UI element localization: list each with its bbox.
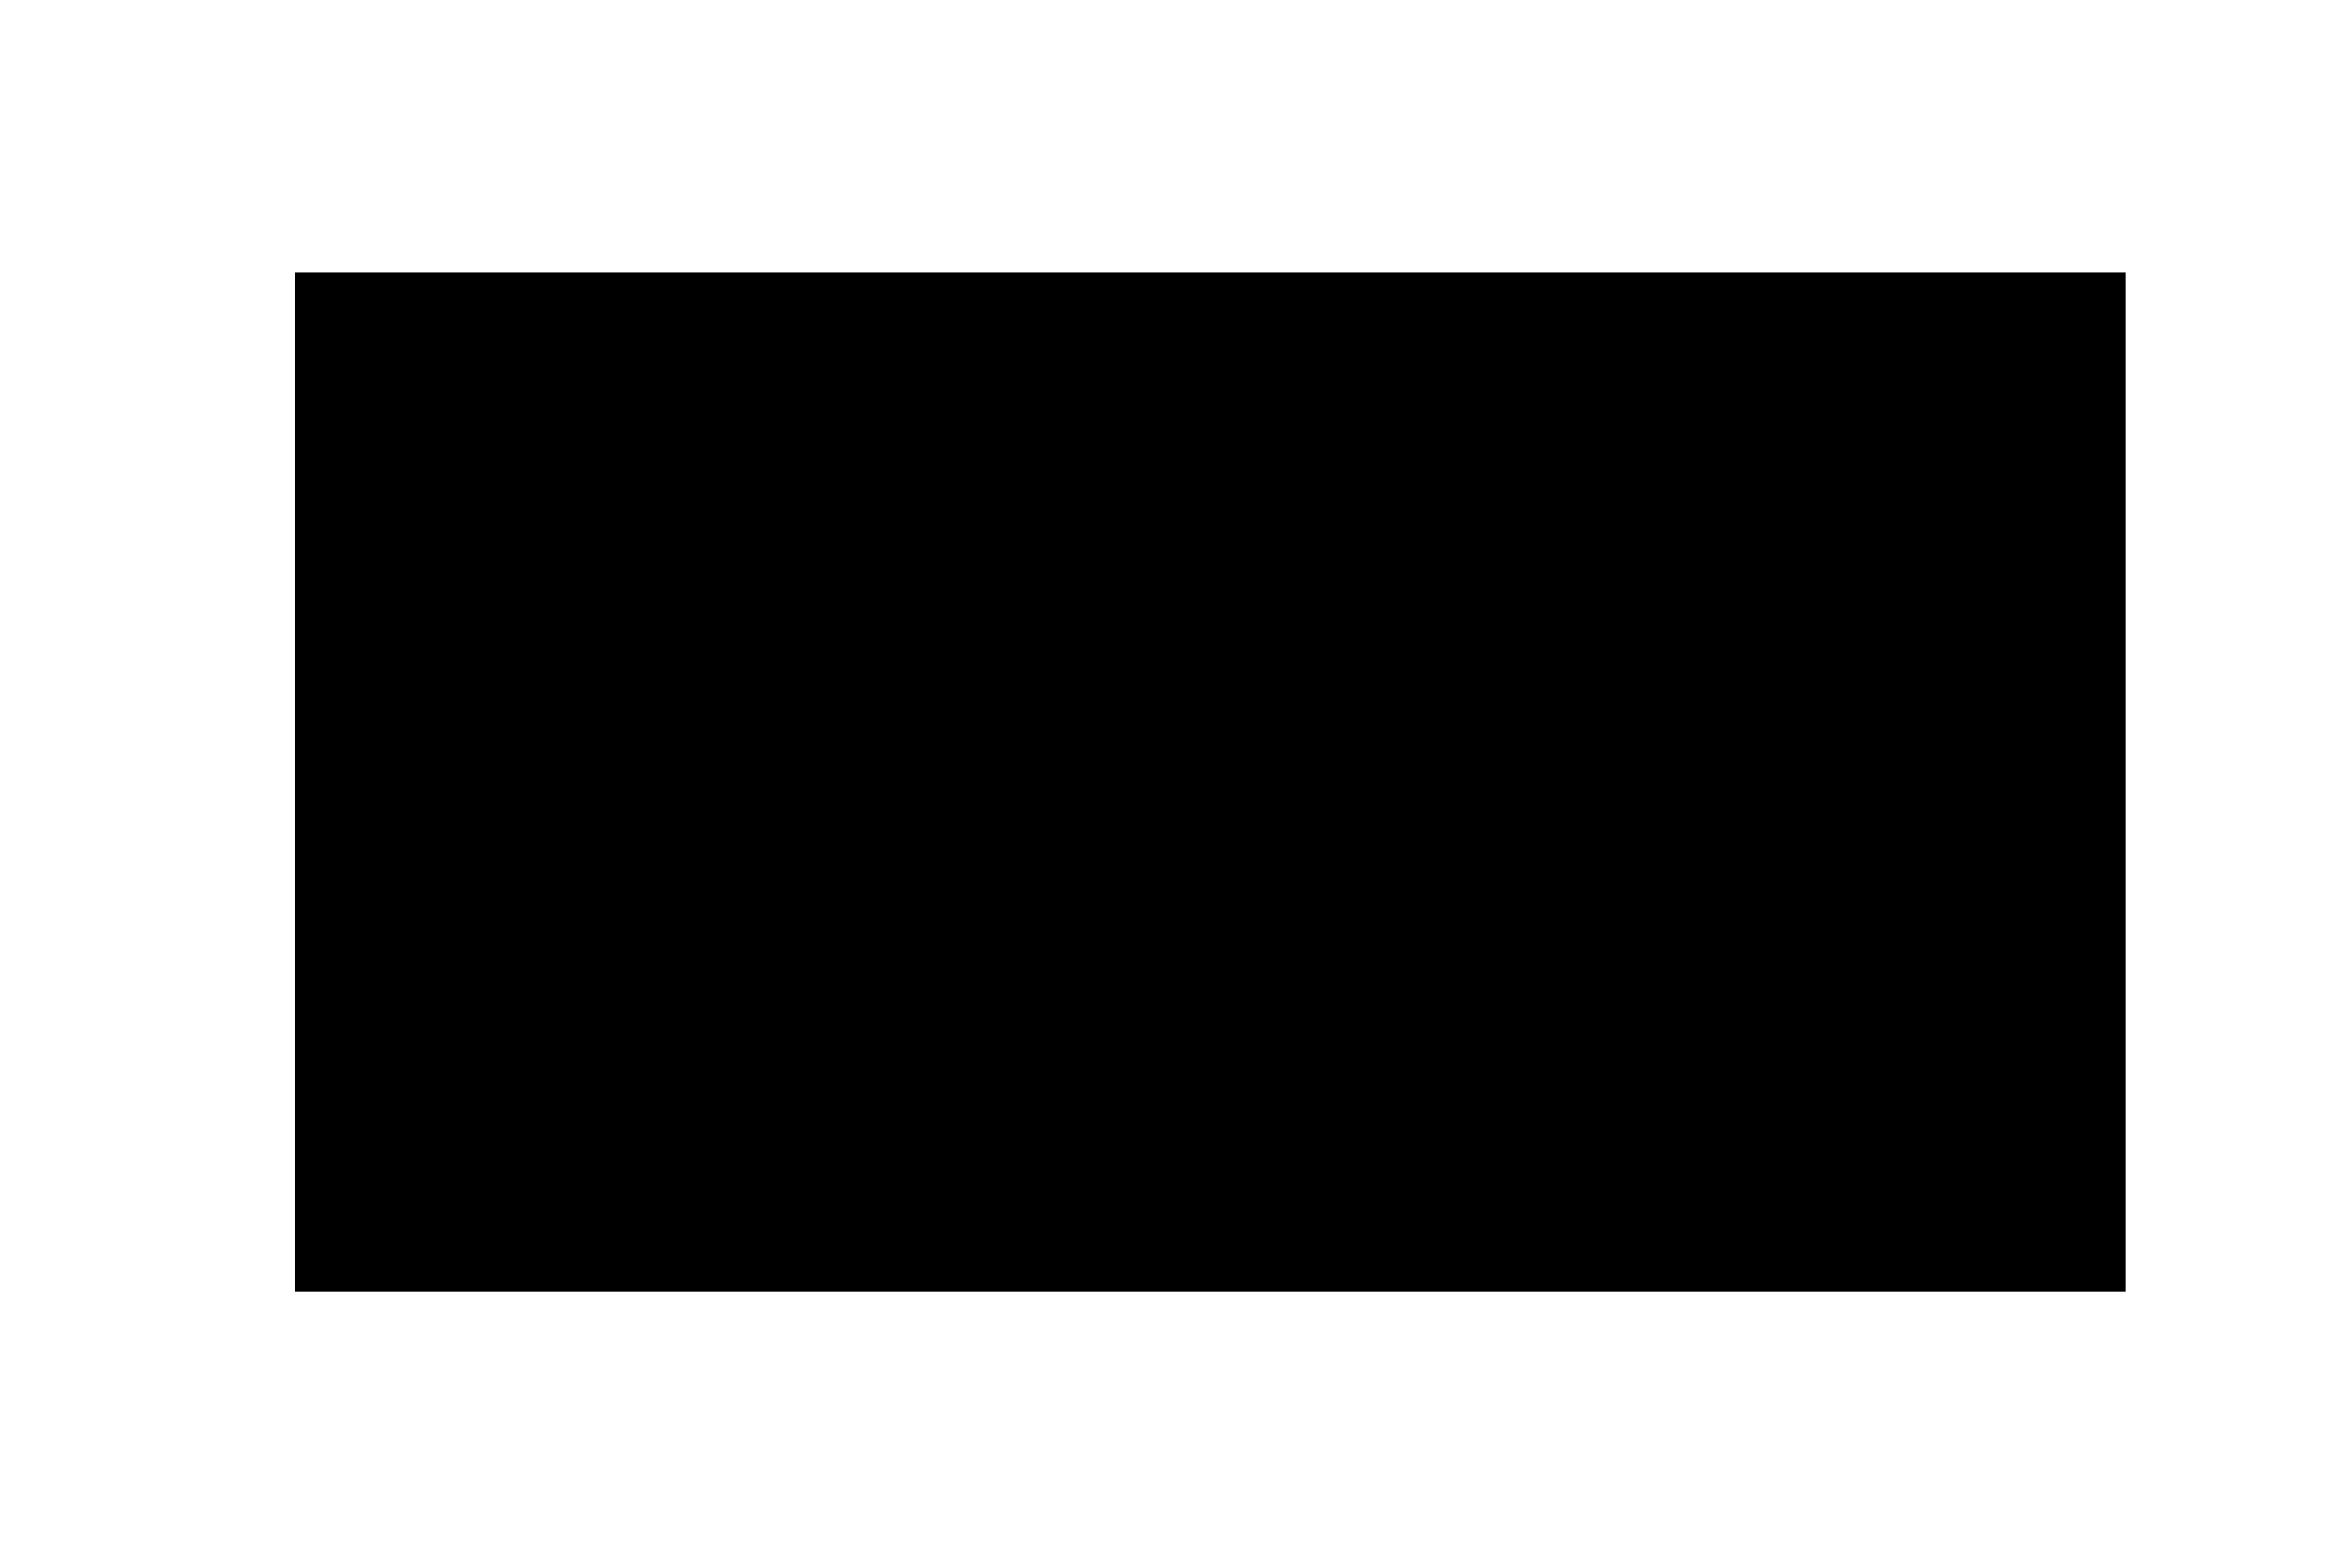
wordcloud-canvas — [295, 272, 2126, 1292]
wordcloud — [295, 272, 2126, 1292]
